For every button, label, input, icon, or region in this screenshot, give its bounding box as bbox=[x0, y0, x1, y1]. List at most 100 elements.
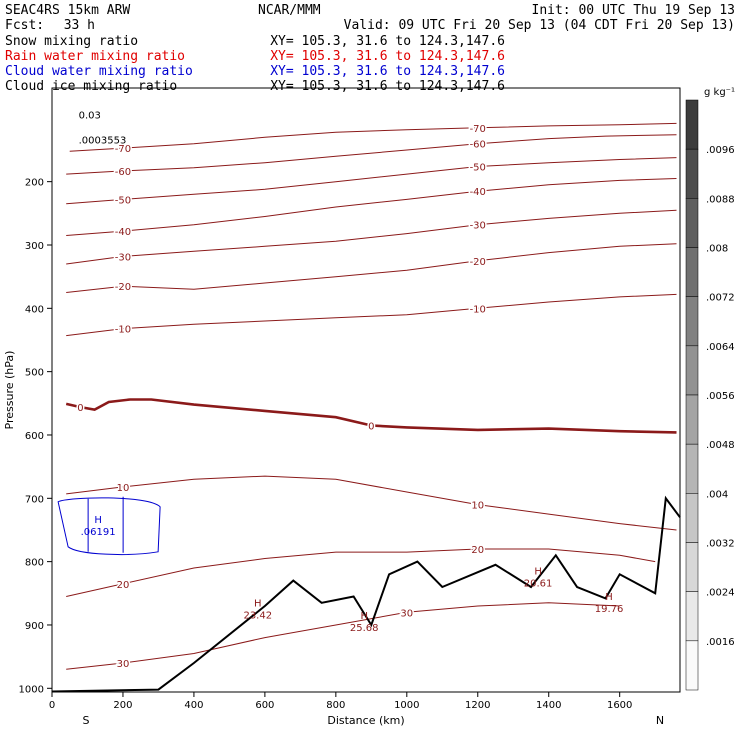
colorbar-swatch bbox=[685, 345, 699, 396]
colorbar-swatch bbox=[685, 296, 699, 347]
field-legend: Snow mixing ratio XY= 105.3, 31.6 to 124.… bbox=[5, 34, 505, 94]
cloud-water-contour bbox=[87, 496, 124, 553]
plot-area: H.06191 -70-70-60-60-50-50-40-40-30-30-2… bbox=[19, 87, 681, 711]
extremum-symbol: H bbox=[534, 567, 542, 578]
x-tick-label: 600 bbox=[255, 700, 274, 711]
colorbar-tick-label: .008 bbox=[706, 244, 728, 255]
temperature-contours bbox=[65, 122, 677, 670]
colorbar-swatch bbox=[685, 148, 699, 199]
field-xy: XY= 105.3, 31.6 to 124.3,147.6 bbox=[270, 79, 505, 94]
extremum-symbol: H bbox=[360, 611, 368, 622]
extremum-value: 20.61 bbox=[524, 579, 553, 590]
contour-line bbox=[65, 398, 677, 434]
contour-label: -50 bbox=[470, 162, 486, 173]
contour-line bbox=[66, 134, 677, 175]
x-end-label-south: S bbox=[83, 714, 90, 727]
colorbar: g kg⁻¹ .0096 .0088 .008 .0072 .0064 .0056 .004… bbox=[685, 87, 735, 691]
contour-label: -70 bbox=[470, 124, 486, 135]
contour-label: -30 bbox=[470, 221, 486, 232]
extremum-value: 19.76 bbox=[595, 604, 624, 615]
y-tick-label: 500 bbox=[25, 368, 44, 379]
x-tick-label: 400 bbox=[184, 700, 203, 711]
colorbar-unit: g kg⁻¹ bbox=[704, 87, 735, 98]
contour-label: -50 bbox=[115, 195, 131, 206]
cloud-water-max-value: .06191 bbox=[81, 527, 116, 538]
contour-line bbox=[66, 209, 677, 265]
colorbar-tick-label: .004 bbox=[706, 489, 728, 500]
colorbar-swatch bbox=[685, 394, 699, 445]
extremum-symbol: H bbox=[605, 592, 613, 603]
contour-line bbox=[66, 243, 677, 293]
y-tick-label: 400 bbox=[25, 304, 44, 315]
contour-label: -40 bbox=[115, 227, 131, 238]
org-label: NCAR/MMM bbox=[258, 3, 321, 18]
init-time: Init: 00 UTC Thu 19 Sep 13 bbox=[532, 3, 736, 18]
field-label: Cloud ice mixing ratio bbox=[5, 79, 177, 94]
y-tick-label: 300 bbox=[25, 241, 44, 252]
x-tick-label: 0 bbox=[49, 700, 55, 711]
extremum-symbol: H bbox=[254, 598, 262, 609]
contour-label: 30 bbox=[400, 608, 413, 619]
contour-line bbox=[66, 475, 677, 531]
colorbar-swatch bbox=[685, 591, 699, 642]
field-label: Snow mixing ratio bbox=[5, 34, 138, 49]
contour-label: -20 bbox=[115, 282, 131, 293]
x-axis-label: Distance (km) bbox=[327, 714, 404, 727]
contour-line bbox=[66, 602, 620, 670]
colorbar-swatch bbox=[685, 247, 699, 297]
contour-line bbox=[66, 293, 677, 337]
contour-line bbox=[66, 157, 677, 205]
y-axis: 200 300 400 500 600 700 800 900 1000 bbox=[19, 178, 52, 695]
x-tick-label: 800 bbox=[326, 700, 345, 711]
x-end-label-north: N bbox=[656, 714, 664, 727]
colorbar-tick-label: .0048 bbox=[706, 440, 735, 451]
top-label: 0.03 bbox=[79, 110, 101, 121]
y-tick-label: 600 bbox=[25, 431, 44, 442]
field-xy: XY= 105.3, 31.6 to 124.3,147.6 bbox=[270, 34, 505, 49]
colorbar-swatch bbox=[685, 493, 699, 543]
terrain-profile bbox=[51, 495, 681, 693]
field-label: Cloud water mixing ratio bbox=[5, 64, 193, 79]
colorbar-swatch bbox=[685, 99, 699, 150]
contour-label: 0 bbox=[368, 421, 374, 432]
x-tick-label: 1200 bbox=[465, 700, 490, 711]
contour-label: -40 bbox=[470, 187, 486, 198]
x-tick-label: 1000 bbox=[394, 700, 419, 711]
contour-line bbox=[66, 548, 656, 597]
colorbar-tick-label: .0096 bbox=[706, 145, 735, 156]
field-label: Rain water mixing ratio bbox=[5, 49, 185, 64]
colorbar-swatch bbox=[685, 198, 699, 248]
x-axis: 0 200 400 600 800 1000 1200 1400 1600 bbox=[49, 692, 632, 711]
x-tick-label: 1600 bbox=[607, 700, 632, 711]
contour-label: 10 bbox=[471, 501, 484, 512]
contour-label: 0 bbox=[77, 403, 83, 414]
contour-label: -70 bbox=[115, 144, 131, 155]
colorbar-tick-label: .0064 bbox=[706, 342, 735, 353]
contour-label: -30 bbox=[115, 252, 131, 263]
colorbar-swatch bbox=[685, 640, 699, 691]
contour-line bbox=[66, 178, 677, 236]
contour-label: 10 bbox=[117, 483, 130, 494]
colorbar-tick-label: .0016 bbox=[706, 637, 735, 648]
contour-label: -60 bbox=[115, 167, 131, 178]
contour-label: 20 bbox=[117, 580, 130, 591]
y-tick-label: 800 bbox=[25, 558, 44, 569]
extremum-value: 23.42 bbox=[243, 610, 272, 621]
colorbar-tick-label: .0056 bbox=[706, 391, 735, 402]
y-axis-label: Pressure (hPa) bbox=[3, 351, 16, 430]
cloud-water-contours: H.06191 bbox=[57, 496, 161, 556]
colorbar-tick-label: .0024 bbox=[706, 588, 735, 599]
model-title: SEAC4RS 15km ARW bbox=[5, 3, 130, 18]
colorbar-tick-label: .0032 bbox=[706, 539, 735, 550]
contour-label: -10 bbox=[115, 325, 131, 336]
fcst-label: Fcst: bbox=[5, 18, 44, 33]
valid-time: Valid: 09 UTC Fri 20 Sep 13 (04 CDT Fri … bbox=[344, 18, 735, 33]
plot-frame bbox=[51, 87, 681, 693]
contour-line bbox=[69, 122, 677, 152]
colorbar-swatch bbox=[685, 443, 699, 494]
y-tick-label: 1000 bbox=[19, 684, 44, 695]
cloud-water-contour bbox=[57, 497, 161, 556]
fcst-value: 33 h bbox=[64, 18, 95, 33]
extremum-value: 25.68 bbox=[350, 623, 379, 634]
